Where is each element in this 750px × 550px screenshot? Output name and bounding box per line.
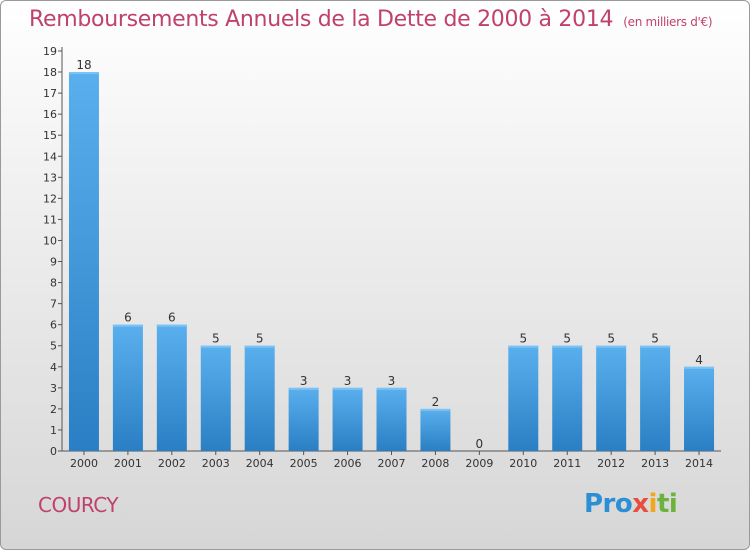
data-label: 5 [256,332,264,346]
y-tick-label: 3 [50,382,57,395]
x-tick-label: 2001 [114,457,142,470]
bar [332,387,363,451]
commune-name: COURCY [38,493,119,517]
x-tick-label: 2005 [290,457,318,470]
data-label: 18 [76,58,91,72]
chart-title: Remboursements Annuels de la Dette de 20… [29,7,713,32]
y-tick-label: 13 [43,171,57,184]
x-tick-label: 2007 [378,457,406,470]
chart-title-text: Remboursements Annuels de la Dette de 20… [29,7,614,32]
bar-top [552,345,583,348]
y-tick-label: 19 [43,45,57,58]
y-tick-label: 6 [50,319,57,332]
bar-top [332,387,363,390]
bar [68,72,99,451]
data-label: 6 [124,311,132,325]
y-tick-label: 0 [50,445,57,458]
bar [508,345,539,451]
y-tick-label: 9 [50,256,57,269]
bar [596,345,627,451]
data-label: 3 [344,374,352,388]
y-tick-label: 15 [43,129,57,142]
bar [552,345,583,451]
bar-top [288,387,319,390]
x-tick-label: 2000 [70,457,98,470]
bar-top [200,345,231,348]
y-tick-label: 7 [50,298,57,311]
bar-top [376,387,407,390]
x-tick-label: 2012 [597,457,625,470]
bar-top [508,345,539,348]
x-tick-label: 2008 [421,457,449,470]
y-tick-label: 2 [50,403,57,416]
x-tick-label: 2014 [685,457,713,470]
bar [244,345,275,451]
data-label: 5 [212,332,220,346]
y-tick-label: 11 [43,213,57,226]
bar-top [640,345,671,348]
data-label: 5 [519,332,527,346]
y-tick-label: 16 [43,108,57,121]
x-tick-label: 2006 [334,457,362,470]
bar [684,366,715,451]
x-tick-label: 2011 [553,457,581,470]
bar-top [156,324,187,327]
data-label: 2 [432,395,440,409]
bar [288,387,319,451]
bar-top [244,345,275,348]
y-tick-label: 12 [43,192,57,205]
bar [420,408,451,451]
bar [640,345,671,451]
y-tick-label: 18 [43,66,57,79]
bar [200,345,231,451]
x-tick-label: 2013 [641,457,669,470]
x-tick-label: 2004 [246,457,274,470]
data-label: 4 [695,353,703,367]
chart-unit: (en milliers d'€) [623,15,713,29]
bar [156,324,187,451]
bar [112,324,143,451]
proxiti-logo: Proxiti [584,489,678,519]
data-label: 5 [563,332,571,346]
bar-top [684,366,715,369]
data-label: 6 [168,311,176,325]
bar-top [420,408,451,411]
y-tick-label: 10 [43,234,57,247]
data-label: 3 [300,374,308,388]
data-label: 0 [476,437,484,451]
y-tick-label: 8 [50,277,57,290]
bar-top [596,345,627,348]
y-tick-label: 5 [50,340,57,353]
y-tick-label: 1 [50,424,57,437]
bar-top [68,72,99,75]
bar-top [112,324,143,327]
x-tick-label: 2010 [509,457,537,470]
data-label: 5 [607,332,615,346]
bar [376,387,407,451]
x-tick-label: 2002 [158,457,186,470]
y-tick-label: 4 [50,361,57,374]
x-tick-label: 2009 [465,457,493,470]
data-label: 5 [651,332,659,346]
x-tick-label: 2003 [202,457,230,470]
y-tick-label: 14 [43,150,57,163]
plot-area: 0123456789101112131415161718191820006200… [43,45,721,470]
y-tick-label: 17 [43,87,57,100]
data-label: 3 [388,374,396,388]
